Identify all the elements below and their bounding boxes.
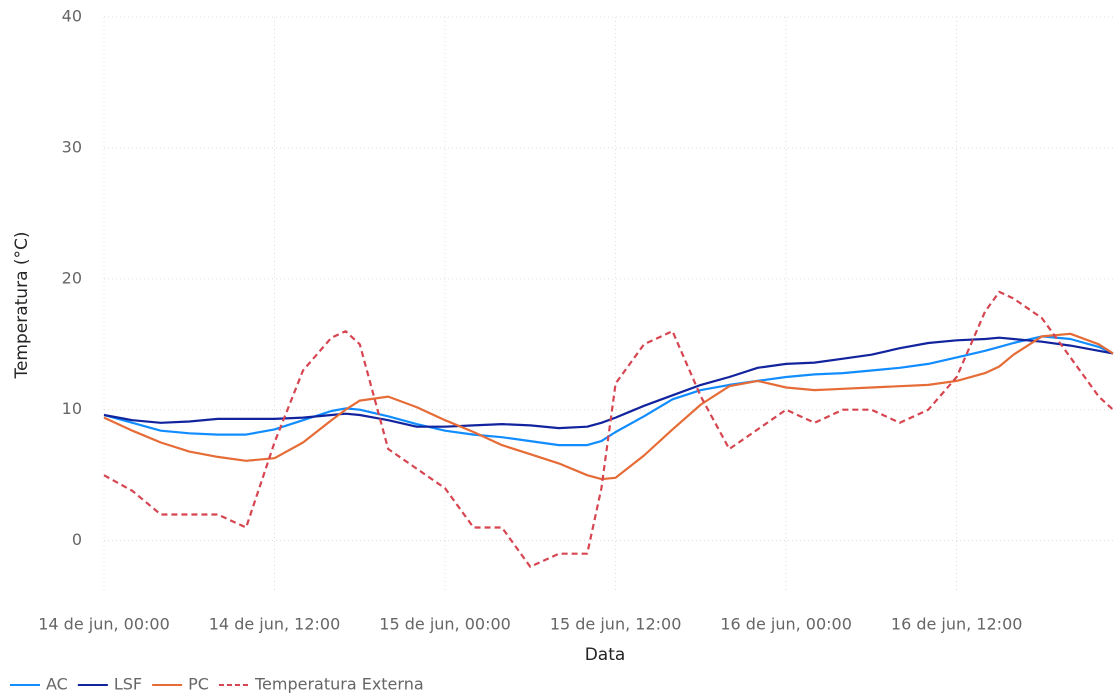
x-tick-label: 14 de jun, 00:00 — [38, 615, 170, 634]
legend-label: AC — [46, 675, 68, 694]
y-tick-label: 0 — [72, 530, 82, 549]
y-tick-label: 40 — [62, 7, 82, 26]
x-tick-label: 15 de jun, 00:00 — [379, 615, 511, 634]
x-tick-label: 16 de jun, 00:00 — [720, 615, 852, 634]
y-tick-label: 10 — [62, 399, 82, 418]
legend-label: Temperatura Externa — [254, 675, 424, 694]
line-series — [103, 290, 1114, 568]
y-tick-label: 30 — [62, 137, 82, 156]
x-tick-label: 15 de jun, 12:00 — [550, 615, 682, 634]
y-tick-label: 20 — [62, 268, 82, 287]
x-tick-label: 14 de jun, 12:00 — [209, 615, 341, 634]
legend-label: PC — [188, 675, 209, 694]
line-series — [103, 332, 1114, 481]
y-axis-title: Temperatura (°C) — [12, 231, 32, 379]
x-tick-label: 16 de jun, 12:00 — [891, 615, 1023, 634]
x-axis-title: Data — [585, 645, 626, 665]
line-series — [103, 336, 1114, 430]
legend-label: LSF — [114, 675, 142, 694]
